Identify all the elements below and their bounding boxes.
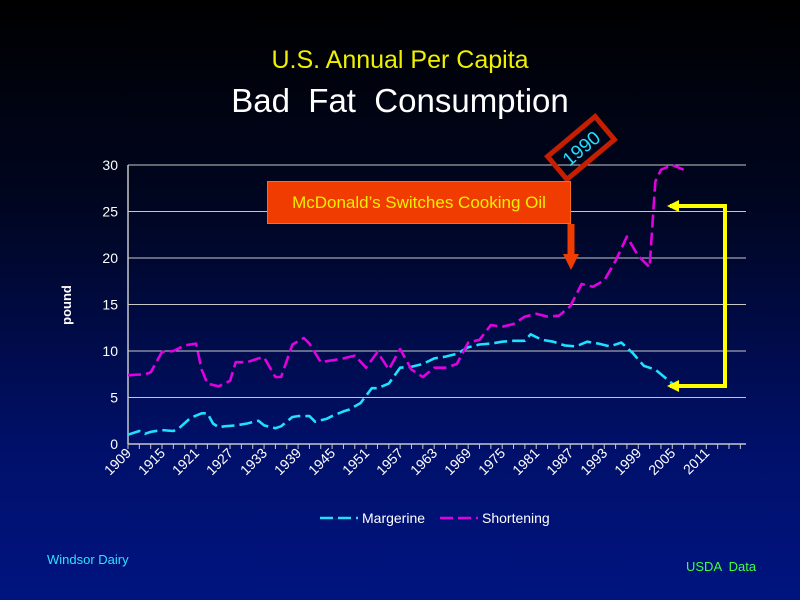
footer-source-right: USDA Data: [686, 559, 757, 574]
y-tick-label: 20: [102, 250, 118, 266]
year-1990-badge: 1990: [544, 113, 618, 183]
axes: [127, 165, 746, 449]
x-tick-label: 1951: [339, 445, 372, 478]
y-tick-label: 0: [110, 436, 118, 452]
y-tick-label: 5: [110, 390, 118, 406]
x-tick-label: 1963: [407, 445, 440, 478]
legend: Margerine Shortening: [320, 510, 550, 526]
footer-source-left: Windsor Dairy: [47, 552, 129, 567]
x-tick-label: 1915: [135, 445, 168, 478]
series-line-shortening: [127, 163, 685, 388]
x-tick-label: 1909: [101, 445, 134, 478]
chart-title: U.S. Annual Per Capita: [271, 46, 529, 74]
x-tick-label: 1999: [611, 445, 644, 478]
y-axis-label: pound: [59, 285, 74, 325]
x-tick-label: 2011: [680, 445, 713, 478]
y-tick-label: 25: [102, 204, 118, 220]
x-tick-label: 1981: [509, 445, 542, 478]
x-tick-label: 1987: [543, 445, 576, 478]
series-line-margerine: [127, 332, 679, 436]
x-tick-label: 1993: [577, 445, 610, 478]
x-tick-label: 1939: [271, 445, 304, 478]
y-tick-label: 30: [102, 157, 118, 173]
x-tick-label: 1921: [169, 445, 202, 478]
x-tick-labels: 1909 1915 1921 1927 1933 1939 1945 1951 1957 1963…: [101, 445, 713, 478]
mcdonalds-callout: McDonald’s Switches Cooking Oil: [267, 181, 571, 224]
y-tick-labels: 0 5 10 15 20 25 30: [102, 157, 118, 452]
x-tick-label: 2005: [645, 445, 678, 478]
legend-label-shortening: Shortening: [482, 510, 550, 526]
x-tick-label: 1933: [237, 445, 270, 478]
x-tick-label: 1945: [305, 445, 338, 478]
x-tick-label: 1975: [475, 445, 508, 478]
y-tick-label: 15: [102, 297, 118, 313]
legend-label-margerine: Margerine: [362, 510, 425, 526]
x-tick-label: 1957: [373, 445, 406, 478]
x-tick-label: 1927: [203, 445, 236, 478]
y-tick-label: 10: [102, 343, 118, 359]
difference-bracket: [667, 200, 727, 392]
x-tick-label: 1969: [441, 445, 474, 478]
chart-subtitle: Bad Fat Consumption: [231, 82, 569, 119]
series-lines: [127, 163, 685, 436]
